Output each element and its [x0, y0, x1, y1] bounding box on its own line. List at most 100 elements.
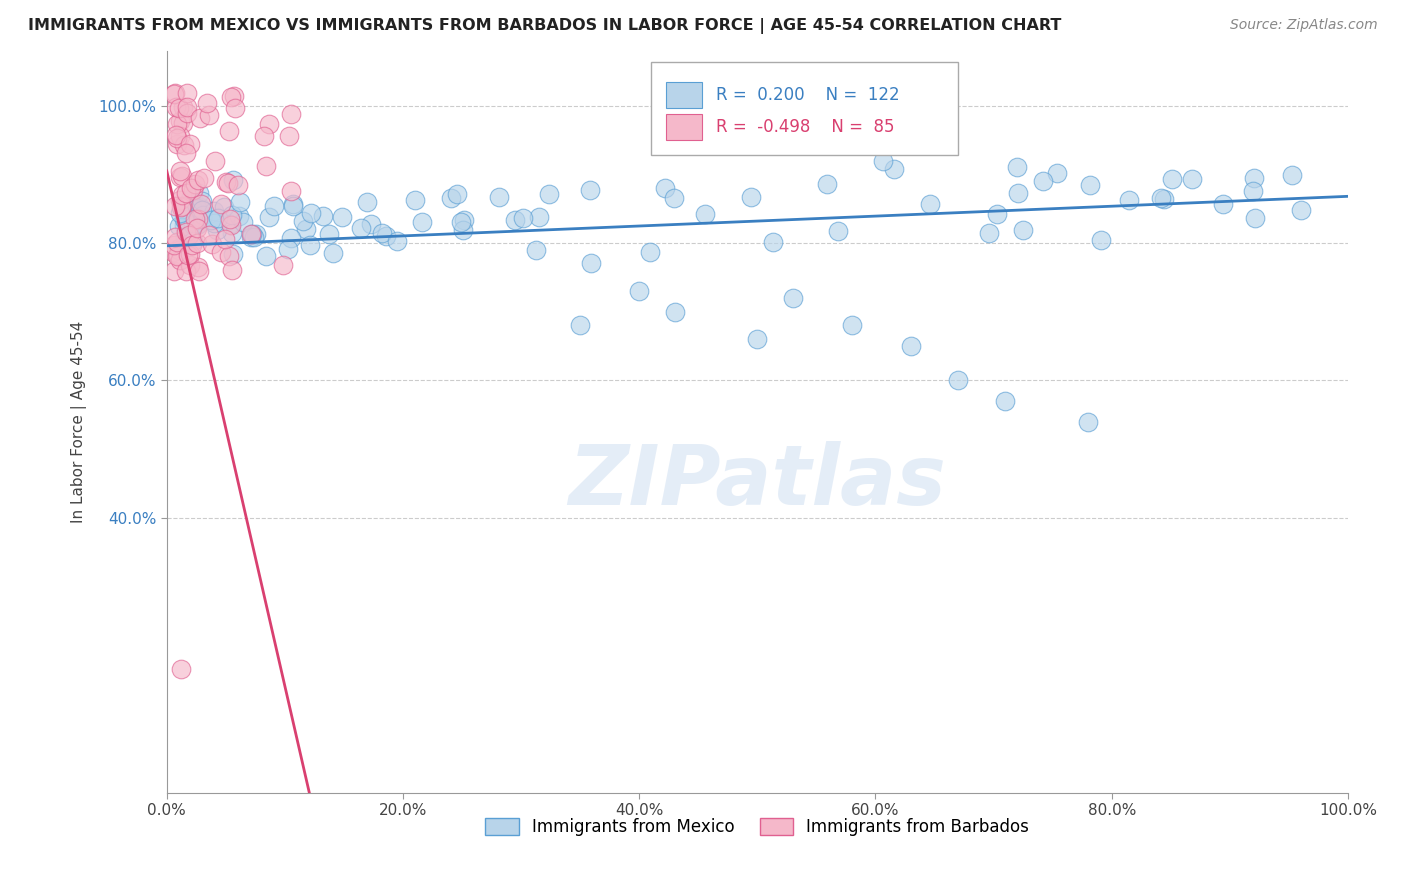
Point	[180, 180, 202, 194]
Point	[169, 129, 191, 144]
Point	[654, 180, 676, 194]
Point	[1118, 194, 1140, 208]
Point	[450, 214, 472, 228]
Point	[243, 230, 266, 244]
Point	[174, 146, 197, 161]
Point	[295, 222, 318, 236]
Point	[747, 332, 769, 346]
Point	[186, 236, 208, 251]
Point	[181, 237, 204, 252]
Point	[277, 129, 299, 144]
Point	[169, 113, 191, 128]
Text: IMMIGRANTS FROM MEXICO VS IMMIGRANTS FROM BARBADOS IN LABOR FORCE | AGE 45-54 CO: IMMIGRANTS FROM MEXICO VS IMMIGRANTS FRO…	[28, 18, 1062, 34]
Point	[740, 190, 762, 204]
Point	[318, 227, 340, 241]
Point	[628, 284, 651, 298]
Point	[176, 105, 198, 120]
Point	[209, 245, 232, 260]
Y-axis label: In Labor Force | Age 45-54: In Labor Force | Age 45-54	[72, 320, 87, 523]
Point	[411, 215, 433, 229]
Point	[187, 212, 209, 227]
Point	[172, 169, 194, 183]
Point	[167, 247, 190, 261]
Point	[170, 200, 193, 214]
Point	[174, 216, 197, 230]
Point	[169, 163, 191, 178]
Point	[257, 117, 280, 131]
Text: R =  0.200    N =  122: R = 0.200 N = 122	[716, 86, 900, 103]
Point	[186, 206, 208, 220]
Point	[782, 291, 804, 305]
Point	[174, 186, 197, 200]
Point	[537, 186, 560, 201]
Point	[188, 186, 211, 200]
Point	[202, 215, 225, 229]
Point	[190, 197, 212, 211]
Point	[254, 159, 277, 173]
Point	[229, 195, 252, 210]
FancyBboxPatch shape	[666, 82, 702, 108]
Point	[172, 116, 194, 130]
Point	[179, 247, 201, 261]
Point	[1243, 171, 1265, 186]
Point	[179, 192, 201, 206]
Point	[1032, 174, 1054, 188]
Point	[174, 231, 197, 245]
Point	[440, 190, 463, 204]
Point	[1281, 168, 1303, 182]
Point	[311, 209, 333, 223]
Text: ZIPatlas: ZIPatlas	[568, 441, 946, 522]
Point	[280, 184, 302, 198]
Point	[1007, 186, 1029, 201]
Point	[166, 117, 188, 131]
Point	[217, 177, 239, 191]
Point	[191, 194, 214, 208]
Point	[1289, 202, 1312, 217]
Point	[169, 206, 191, 220]
Point	[218, 124, 240, 138]
Point	[569, 318, 592, 333]
Point	[173, 212, 195, 227]
Text: Source: ZipAtlas.com: Source: ZipAtlas.com	[1230, 18, 1378, 32]
Point	[693, 206, 716, 220]
Point	[226, 178, 249, 193]
Point	[224, 101, 246, 115]
Point	[280, 231, 302, 245]
Point	[1241, 184, 1264, 198]
Point	[254, 248, 277, 262]
Point	[385, 234, 408, 248]
Point	[197, 227, 219, 242]
Point	[176, 100, 198, 114]
Point	[263, 199, 285, 213]
Point	[994, 394, 1017, 409]
Point	[186, 218, 208, 232]
Point	[1153, 192, 1175, 206]
Point	[214, 232, 236, 246]
Point	[221, 247, 243, 261]
Point	[218, 217, 240, 231]
Point	[183, 190, 205, 204]
Point	[195, 95, 218, 110]
Point	[283, 197, 305, 211]
Point	[174, 225, 197, 239]
Point	[1090, 233, 1112, 247]
Point	[172, 202, 194, 216]
Point	[200, 213, 222, 227]
Point	[451, 223, 474, 237]
Point	[446, 187, 468, 202]
Legend: Immigrants from Mexico, Immigrants from Barbados: Immigrants from Mexico, Immigrants from …	[485, 818, 1029, 837]
Point	[172, 100, 194, 114]
Point	[1046, 166, 1069, 180]
Point	[163, 264, 186, 278]
Point	[524, 244, 547, 258]
Point	[371, 226, 394, 240]
Point	[271, 258, 294, 272]
Point	[187, 217, 209, 231]
Point	[1077, 415, 1099, 429]
Point	[166, 235, 188, 249]
Point	[166, 131, 188, 145]
Point	[239, 227, 262, 241]
Point	[579, 183, 602, 197]
Point	[162, 244, 184, 259]
Point	[169, 169, 191, 184]
